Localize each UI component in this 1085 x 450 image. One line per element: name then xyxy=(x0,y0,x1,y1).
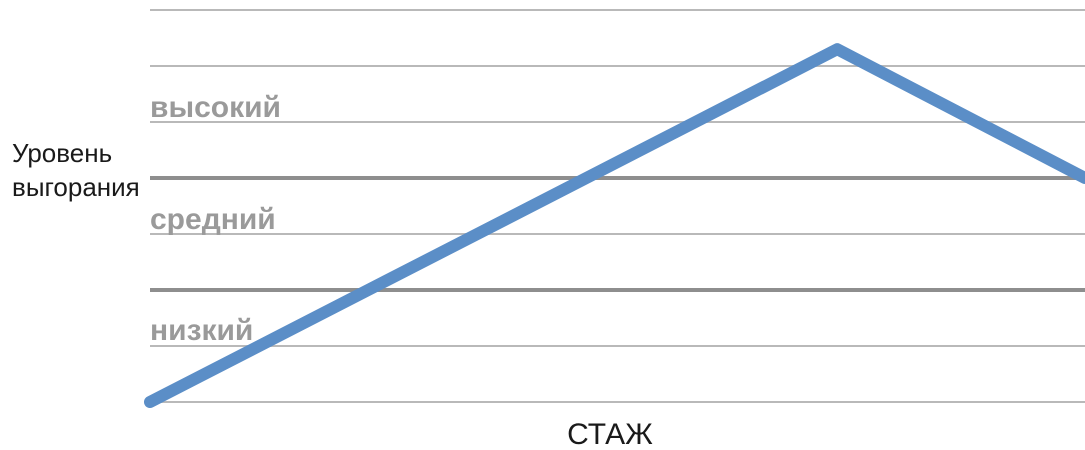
y-axis-label-line-1: Уровень xyxy=(12,138,112,168)
zone-label-high: высокий xyxy=(150,91,281,124)
gridlines xyxy=(150,9,1085,403)
series-group xyxy=(144,43,1085,408)
x-axis-label: СТАЖ xyxy=(567,418,653,450)
y-axis-label-line-2: выгорания xyxy=(12,172,140,202)
zone-label-medium: средний xyxy=(150,203,276,236)
zone-label-low: низкий xyxy=(150,314,253,347)
series-line-0 xyxy=(144,43,1085,408)
